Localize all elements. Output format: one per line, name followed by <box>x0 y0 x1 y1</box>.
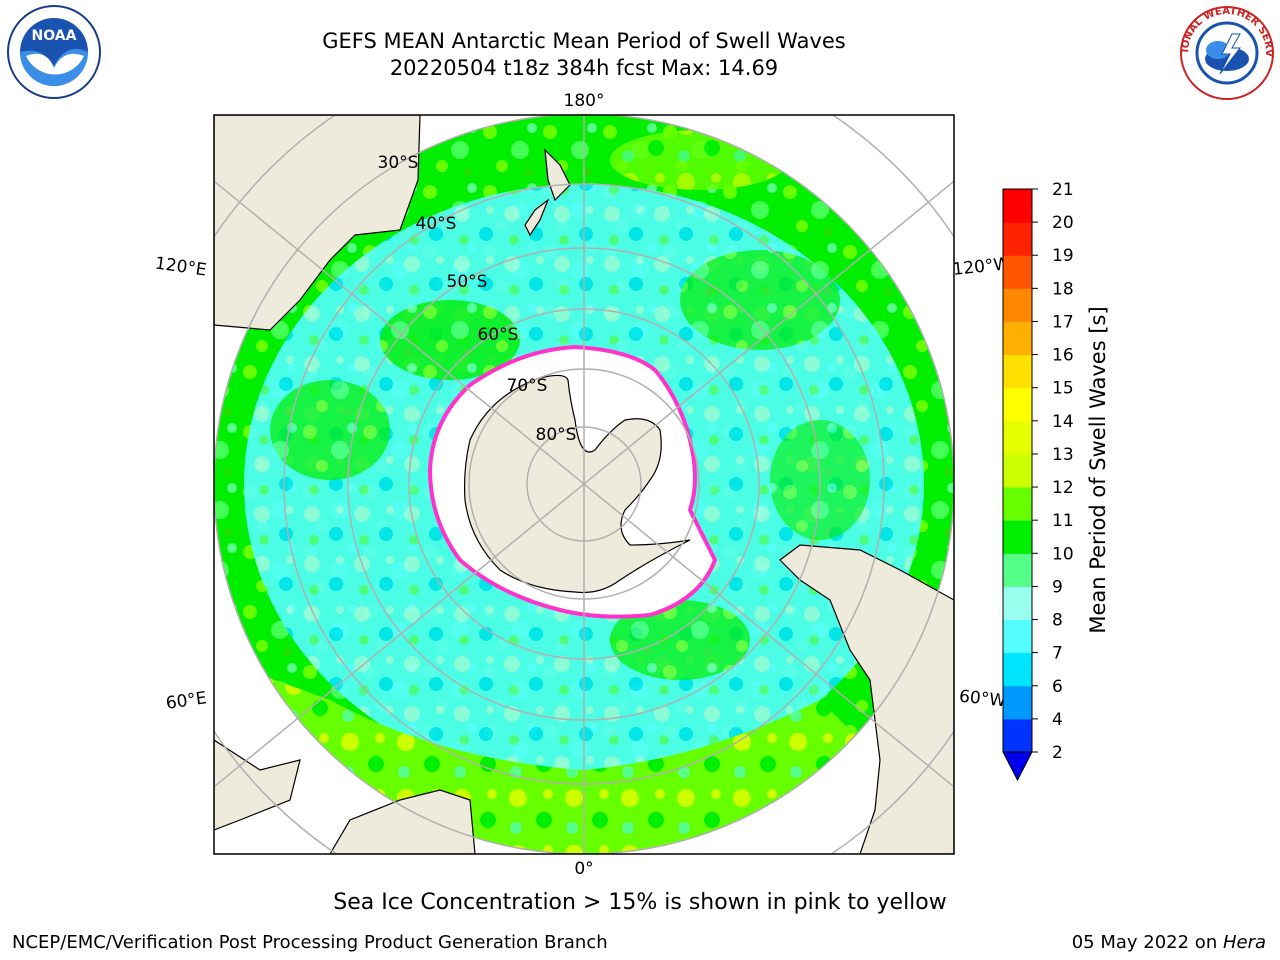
lat-label-30s: 30°S <box>378 153 419 173</box>
colorbar-tick-label: 7 <box>1052 644 1063 664</box>
colorbar-swatch <box>1003 619 1032 654</box>
colorbar-swatch <box>1003 189 1032 223</box>
graticule <box>214 115 954 854</box>
noaa-logo-text: NOAA <box>32 28 77 44</box>
footer-machine: Hera <box>1222 932 1266 953</box>
footer-date: 05 May 2022 on Hera <box>1072 932 1266 953</box>
colorbar-tick-label: 14 <box>1052 412 1074 432</box>
lat-label-70s: 70°S <box>507 376 548 396</box>
colorbar-tick-label: 12 <box>1052 478 1074 498</box>
lon-label-60e: 60°E <box>165 688 208 713</box>
noaa-logo: NOAA <box>7 5 101 99</box>
colorbar-swatch <box>1003 354 1032 389</box>
colorbar-tick-label: 16 <box>1052 346 1074 366</box>
colorbar-swatch <box>1003 321 1032 356</box>
colorbar-swatch <box>1003 255 1032 289</box>
colorbar-swatch <box>1003 453 1032 488</box>
colorbar-tick-label: 19 <box>1052 246 1074 266</box>
lon-label-120w: 120°W <box>952 254 1012 280</box>
colorbar-swatch <box>1003 387 1032 422</box>
colorbar-border <box>1002 188 1033 752</box>
colorbar-label: Mean Period of Swell Waves [s] <box>1086 306 1110 633</box>
colorbar-tick-label: 15 <box>1052 379 1074 399</box>
map-subtitle: 20220504 t18z 384h fcst Max: 14.69 <box>389 56 779 80</box>
lat-label-40s: 40°S <box>416 214 457 234</box>
map-border <box>213 114 955 855</box>
colorbar-tick-label: 18 <box>1052 279 1074 299</box>
map-title: GEFS MEAN Antarctic Mean Period of Swell… <box>322 29 846 53</box>
colorbar-extend-min <box>1002 751 1033 782</box>
colorbar-swatch <box>1003 420 1032 455</box>
colorbar-tick-label: 13 <box>1052 445 1074 465</box>
footer-date-text: 05 May 2022 on <box>1071 932 1223 953</box>
lon-label-120e: 120°E <box>154 254 208 281</box>
colorbar-tick-label: 9 <box>1052 577 1063 597</box>
colorbar-tick-label: 10 <box>1052 544 1074 564</box>
colorbar-swatch <box>1003 520 1032 554</box>
lat-label-60s: 60°S <box>478 325 519 345</box>
nws-logo: NATIONAL WEATHER SERVICE <box>1178 4 1274 100</box>
colorbar-tick-label: 8 <box>1052 611 1063 631</box>
sea-ice-caption: Sea Ice Concentration > 15% is shown in … <box>333 890 947 915</box>
colorbar-tick-label: 21 <box>1052 180 1074 200</box>
colorbar-tick-label: 11 <box>1052 511 1074 531</box>
lat-label-50s: 50°S <box>447 272 488 292</box>
colorbar-swatch <box>1003 652 1032 687</box>
colorbar-swatch <box>1003 586 1032 621</box>
colorbar-swatch <box>1003 553 1032 587</box>
colorbar-tick-label: 6 <box>1052 677 1063 697</box>
footer-credit: NCEP/EMC/Verification Post Processing Pr… <box>12 932 608 953</box>
lat-label-80s: 80°S <box>536 425 577 445</box>
colorbar-tick-label: 17 <box>1052 312 1074 332</box>
colorbar-swatch <box>1003 685 1032 720</box>
colorbar-swatch <box>1003 288 1032 322</box>
colorbar-swatch <box>1003 487 1032 521</box>
colorbar-tick-label: 2 <box>1052 743 1063 763</box>
colorbar-swatch <box>1003 222 1032 256</box>
lon-label-60w: 60°W <box>958 687 1007 712</box>
lon-label-0: 0° <box>574 859 593 879</box>
colorbar-tick-label: 4 <box>1052 710 1063 730</box>
colorbar-swatch <box>1003 718 1032 753</box>
lon-label-180: 180° <box>564 91 605 111</box>
colorbar: 2 4 6 7 8 9 10 11 12 13 14 15 16 17 18 19 20 21 <box>1002 180 1074 782</box>
colorbar-tick-label: 20 <box>1052 213 1074 233</box>
